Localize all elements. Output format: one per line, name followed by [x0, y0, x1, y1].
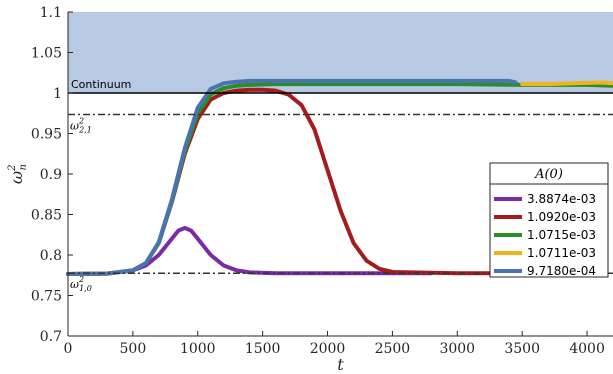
y-tick-label: 0.9: [40, 167, 62, 183]
series-line-3: [520, 80, 613, 87]
x-axis: 0 500 1000 1500 2000 2500 3000 3500 4000: [64, 331, 613, 357]
legend-entry-3: 1.0711e-03: [527, 246, 596, 260]
y-axis: 0.7 0.75 0.8 0.85 0.9 0.95 1 1.05 1.1: [31, 5, 73, 345]
x-tick-label: 2000: [310, 341, 346, 357]
legend: A(0) 3.8874e-03 1.0920e-03 1.0715e-03 1.0711…: [489, 162, 609, 278]
x-tick-label: 0: [64, 341, 73, 357]
x-tick-label: 3000: [439, 341, 475, 357]
y-axis-label: ω2n: [7, 164, 29, 184]
legend-entry-2: 1.0715e-03: [527, 228, 596, 242]
series-line-4: [66, 78, 518, 276]
x-tick-label: 4000: [569, 341, 605, 357]
legend-entry-1: 1.0920e-03: [527, 210, 596, 224]
reference-label-1: ω2 1,0: [70, 275, 92, 293]
y-tick-label: 0.7: [40, 329, 62, 345]
y-tick-label: 0.85: [31, 208, 62, 224]
x-tick-label: 500: [120, 341, 147, 357]
y-tick-label: 1.05: [31, 46, 62, 62]
reference-label-0: ω2 2,1: [70, 116, 92, 134]
x-axis-label: t: [337, 355, 344, 374]
y-tick-label: 0.75: [31, 289, 62, 305]
legend-entry-0: 3.8874e-03: [527, 192, 596, 206]
x-tick-label: 1000: [180, 341, 216, 357]
x-tick-label: 3500: [504, 341, 540, 357]
y-tick-label: 1: [53, 86, 62, 102]
x-tick-label: 1500: [245, 341, 281, 357]
y-tick-label: 1.1: [40, 5, 62, 21]
legend-title: A(0): [534, 167, 563, 182]
legend-entry-4: 9.7180e-04: [527, 264, 596, 278]
legend-box: [489, 162, 609, 278]
y-tick-label: 0.8: [40, 248, 62, 264]
continuum-label: Continuum: [71, 78, 131, 91]
y-tick-label: 0.95: [31, 127, 62, 143]
x-tick-label: 2500: [375, 341, 411, 357]
